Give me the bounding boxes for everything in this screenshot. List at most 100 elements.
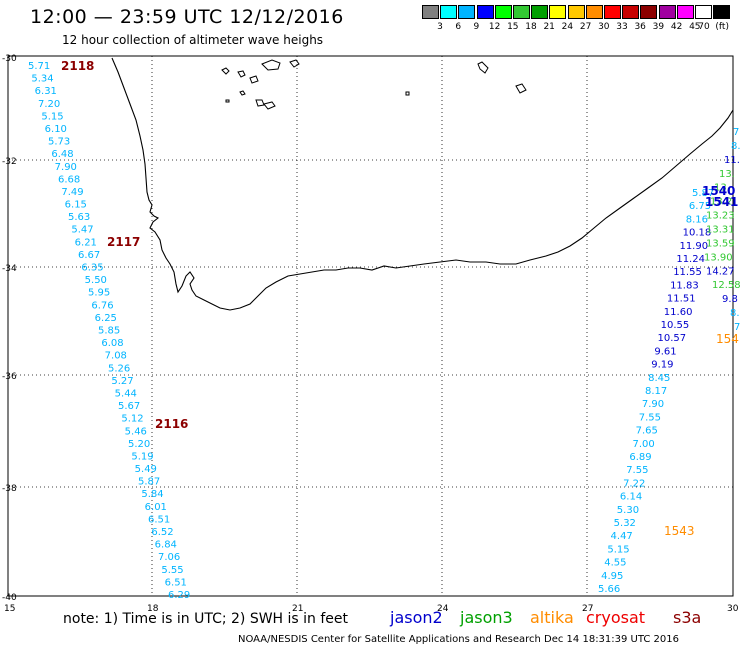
swh-value: 5.19 [131, 451, 153, 462]
swh-value: 7.00 [632, 439, 654, 450]
lat-label: -40 [2, 593, 17, 603]
swh-value: 6.48 [51, 149, 73, 160]
swh-value: 12.58 [712, 280, 740, 291]
pass-label: 154 [716, 332, 739, 346]
swh-value: 8. [731, 141, 740, 152]
map-title: 12:00 — 23:59 UTC 12/12/2016 [30, 6, 344, 28]
lon-label: 21 [292, 604, 303, 614]
legend-tick-label: 21 [543, 22, 555, 32]
swh-value: 5.44 [115, 388, 137, 399]
swh-value: 6.76 [91, 300, 113, 311]
swh-value: 13.59 [706, 238, 735, 249]
legend-tick-label: 6 [455, 22, 462, 32]
swh-value: 13. [714, 183, 730, 194]
satellite-altika-label: altika [530, 608, 574, 627]
legend-swatch [658, 5, 676, 19]
swh-value: 7.08 [105, 351, 127, 362]
legend-swatch [494, 5, 512, 19]
swh-value: 5.15 [41, 111, 63, 122]
islands [221, 59, 527, 110]
swh-value: 9.8 [722, 294, 738, 305]
swh-value: 9.61 [654, 346, 676, 357]
edge-altimeter-track: 7 8. 11. 13. 13. 13.2 13.23 13.31 13.59 13.90 14.2… [704, 127, 740, 333]
swh-value: 5.67 [118, 401, 140, 412]
swh-value: 11.90 [679, 241, 708, 252]
swh-value: 5.30 [617, 505, 639, 516]
latitude-labels: -30 -32 -34 -36 -38 -40 [2, 54, 17, 603]
swh-value: 5.71 [28, 61, 50, 72]
legend-tick-label: 9 [473, 22, 480, 32]
swh-value: 14.27 [706, 266, 735, 277]
legend-swatch [713, 5, 731, 19]
legend-swatch [458, 5, 476, 19]
swh-value: 5.26 [108, 363, 130, 374]
legend-tick-label: 12 [488, 22, 501, 32]
swh-value: 8.45 [648, 373, 670, 384]
lon-label: 30 [727, 604, 739, 614]
swh-value: 5.50 [85, 275, 107, 286]
swh-value: 8. [730, 308, 740, 319]
swh-value: 4.55 [604, 558, 626, 569]
swh-value: 5.66 [598, 584, 620, 595]
swh-value: 6.68 [58, 174, 80, 185]
swh-value: 6.21 [75, 237, 97, 248]
swh-value: 6.08 [101, 338, 123, 349]
legend-tick-label: 24 [561, 22, 574, 32]
lat-label: -34 [2, 264, 17, 274]
swh-value: 5.63 [68, 212, 90, 223]
legend-tick-label: 30 [598, 22, 610, 32]
swh-value: 5.34 [31, 74, 53, 85]
credit-line: NOAA/NESDIS Center for Satellite Applica… [238, 634, 680, 645]
lon-label: 18 [147, 604, 159, 614]
swh-value: 6.51 [165, 577, 187, 588]
swh-value: 11.83 [670, 280, 699, 291]
swh-value: 11.24 [676, 254, 705, 265]
legend-tick-label: 36 [634, 22, 646, 32]
pass-label: 1541 [705, 195, 738, 209]
legend-swatch [422, 5, 439, 19]
legend-swatch [567, 5, 585, 19]
swh-value: 10.18 [683, 228, 712, 239]
lon-label: 24 [437, 604, 449, 614]
pass-label: 2118 [61, 59, 94, 73]
swh-value: 7.22 [623, 478, 645, 489]
legend-swatch [695, 5, 712, 19]
map-subtitle: 12 hour collection of altimeter wave hei… [62, 33, 324, 47]
legend-swatch [676, 5, 694, 19]
legend-swatch [531, 5, 549, 19]
swh-value: 6.51 [148, 514, 170, 525]
lon-label: 15 [4, 604, 15, 614]
swh-value: 13.31 [706, 225, 735, 236]
legend-swatch [622, 5, 640, 19]
swh-value: 11.55 [673, 267, 702, 278]
wave-height-color-legend: 3 6 9 12 15 18 21 24 27 30 33 36 39 42 45 70 (ft) [422, 5, 731, 37]
swh-value: 7.20 [38, 99, 60, 110]
swh-value: 5.85 [98, 326, 120, 337]
pass-label: 1543 [664, 524, 695, 538]
map-frame [7, 55, 734, 597]
legend-tick-label: 15 [507, 22, 519, 32]
swh-value: 5.49 [135, 464, 157, 475]
pass-label: 1540 [702, 184, 735, 198]
swh-value: 13.90 [704, 252, 733, 263]
legend-swatch [549, 5, 567, 19]
swh-value: 7.55 [626, 465, 648, 476]
grid-lines [8, 56, 733, 596]
legend-tick-label: 42 [670, 22, 683, 32]
swh-value: 13.23 [706, 211, 735, 222]
legend-swatch [513, 5, 530, 19]
south-africa-coastline [111, 57, 734, 311]
pass-label: 2116 [155, 417, 188, 431]
swh-value: 8.17 [645, 386, 667, 397]
lon-label: 27 [582, 604, 593, 614]
swh-value: 11.51 [667, 294, 696, 305]
legend-swatch [585, 5, 603, 19]
swh-value: 7.90 [642, 399, 664, 410]
swh-value: 7.49 [61, 187, 83, 198]
east-altimeter-track: 5.87 6.75 8.16 10.18 11.90 11.24 11.55 11.83 11.… [598, 188, 714, 595]
pass-label: 2117 [107, 235, 140, 249]
swh-value: 5.46 [125, 426, 147, 437]
swh-value: 4.95 [601, 571, 623, 582]
pass-labels: 2118 2117 2116 1540 1541 154 1543 [61, 59, 739, 538]
swh-value: 13.2 [710, 197, 732, 208]
